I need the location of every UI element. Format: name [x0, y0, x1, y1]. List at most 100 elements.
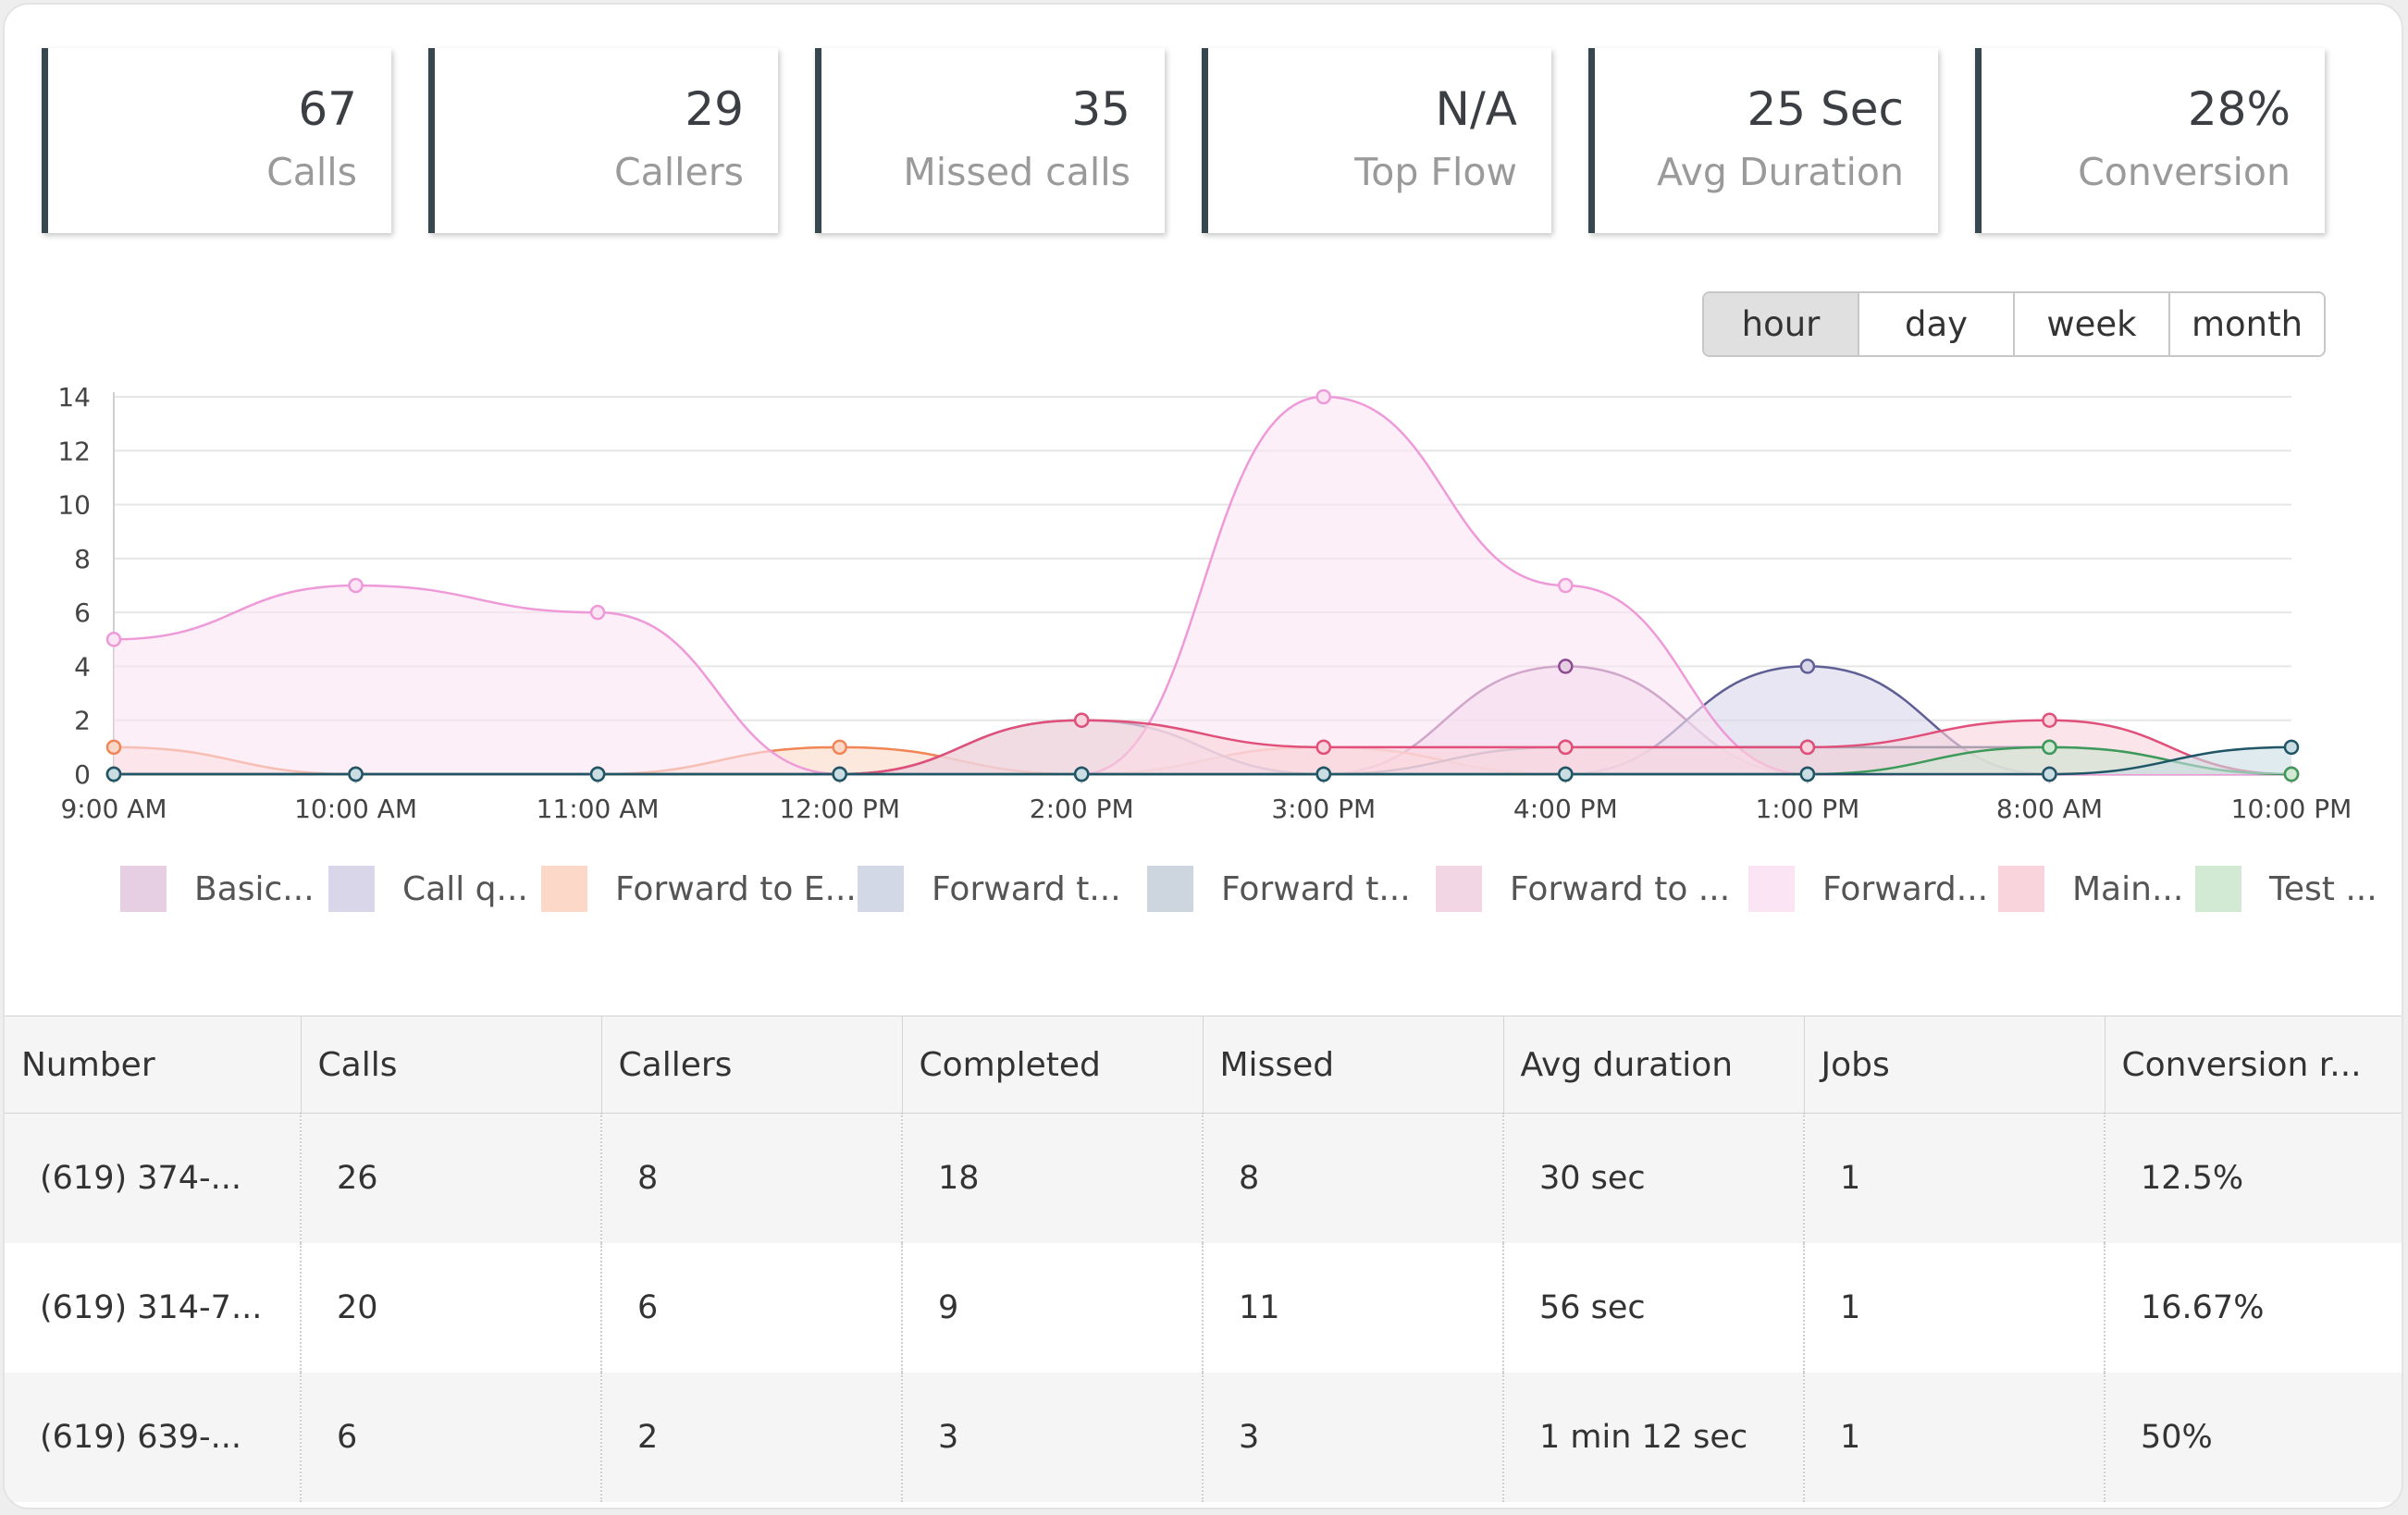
legend-item[interactable]: Forward... — [1748, 865, 1988, 913]
column-header-avg-duration[interactable]: Avg duration — [1503, 1016, 1805, 1114]
stat-value: 35 — [1071, 82, 1130, 136]
legend-swatch — [1436, 866, 1482, 912]
legend-item[interactable]: Forward to ... — [1436, 865, 1730, 913]
stat-card-conversion: 28% Conversion — [1975, 48, 2325, 233]
cell-conversion-rate: 50% — [2105, 1373, 2402, 1502]
calls-area-chart: 0 2 4 6 8 10 12 14 9:00 AM 10:00 AM 11:00 AM 12:00 … — [57, 382, 2352, 824]
data-point — [105, 632, 122, 647]
cell-avg-duration: 1 min 12 sec — [1503, 1373, 1805, 1502]
data-point — [1315, 388, 1332, 405]
legend-swatch — [858, 866, 904, 912]
x-tick-label: 4:00 PM — [1513, 794, 1618, 824]
column-header-number[interactable]: Number — [5, 1016, 302, 1114]
legend-swatch — [328, 866, 375, 912]
y-tick-label: 10 — [57, 490, 91, 521]
cell-calls: 20 — [301, 1243, 602, 1373]
stats-row: 67 Calls 29 Callers 35 Missed calls N/A … — [42, 48, 2354, 238]
cell-number: (619) 314-7... — [5, 1243, 302, 1373]
data-point — [1558, 577, 1574, 594]
data-point — [1799, 659, 1816, 674]
column-header-missed[interactable]: Missed — [1203, 1016, 1504, 1114]
legend-label: Forward to E... — [615, 869, 857, 908]
legend-swatch — [1748, 866, 1795, 912]
legend-label: Forward t... — [932, 869, 1121, 908]
data-point — [1799, 766, 1816, 782]
stat-card-callers: 29 Callers — [428, 48, 778, 233]
period-day-button[interactable]: day — [1858, 293, 2013, 355]
x-tick-label: 3:00 PM — [1271, 794, 1376, 824]
x-tick-label: 10:00 AM — [294, 794, 417, 824]
stat-value: 67 — [298, 82, 357, 136]
data-point — [832, 739, 847, 756]
x-tick-label: 11:00 AM — [537, 794, 660, 824]
data-point — [2283, 766, 2300, 782]
cell-conversion-rate: 16.67% — [2105, 1243, 2402, 1373]
x-tick-label: 8:00 AM — [1996, 794, 2103, 824]
stat-value: 29 — [685, 82, 744, 136]
data-point — [1315, 766, 1332, 782]
x-tick-label: 1:00 PM — [1755, 794, 1859, 824]
y-tick-label: 14 — [57, 382, 91, 413]
stat-label: Conversion — [2078, 150, 2291, 194]
stat-card-missed-calls: 35 Missed calls — [815, 48, 1165, 233]
stat-label: Calls — [266, 150, 357, 194]
column-header-completed[interactable]: Completed — [902, 1016, 1204, 1114]
stat-label: Callers — [614, 150, 744, 194]
cell-completed: 9 — [902, 1243, 1204, 1373]
data-point — [105, 739, 122, 756]
data-point — [2283, 739, 2300, 756]
period-hour-button[interactable]: hour — [1704, 293, 1858, 355]
series-line-9 — [114, 745, 2292, 776]
cell-number: (619) 639-... — [5, 1373, 302, 1502]
legend-label: Forward to ... — [1510, 869, 1731, 908]
numbers-table: Number Calls Callers Completed Missed Av… — [5, 1016, 2402, 1502]
table-header-row: Number Calls Callers Completed Missed Av… — [5, 1016, 2402, 1114]
legend-swatch — [2195, 866, 2241, 912]
y-tick-label: 0 — [74, 759, 91, 790]
data-point — [1558, 739, 1574, 756]
legend-item[interactable]: Call q... — [328, 865, 528, 913]
legend-swatch — [1998, 866, 2044, 912]
cell-missed: 3 — [1203, 1373, 1504, 1502]
y-tick-label: 2 — [74, 706, 91, 736]
period-toggle: hour day week month — [1702, 291, 2326, 357]
data-point — [589, 766, 606, 782]
table-row[interactable]: (619) 374-... 26 8 18 8 30 sec 1 12.5% — [5, 1113, 2402, 1243]
data-point — [348, 577, 364, 594]
legend-swatch — [541, 866, 587, 912]
period-week-button[interactable]: week — [2013, 293, 2168, 355]
cell-callers: 8 — [601, 1113, 903, 1243]
data-point — [832, 766, 847, 782]
period-month-button[interactable]: month — [2168, 293, 2324, 355]
legend-item[interactable]: Forward t... — [858, 865, 1121, 913]
data-point — [1073, 766, 1090, 782]
column-header-callers[interactable]: Callers — [601, 1016, 903, 1114]
cell-missed: 8 — [1203, 1113, 1504, 1243]
legend-item[interactable]: Forward t... — [1147, 865, 1411, 913]
legend-item[interactable]: Main... — [1998, 865, 2183, 913]
stat-label: Top Flow — [1354, 150, 1517, 194]
legend-item[interactable]: Basic... — [120, 865, 315, 913]
table-row[interactable]: (619) 314-7... 20 6 9 11 56 sec 1 16.67% — [5, 1243, 2402, 1373]
column-header-jobs[interactable]: Jobs — [1804, 1016, 2105, 1114]
series-area-8 — [114, 746, 2291, 774]
data-point — [105, 766, 122, 782]
chart-legend: Basic... Call q... Forward to E... Forwa… — [5, 856, 2402, 920]
stat-value: 28% — [2187, 82, 2291, 136]
table-row[interactable]: (619) 639-... 6 2 3 3 1 min 12 sec 1 50% — [5, 1373, 2402, 1502]
cell-completed: 18 — [902, 1113, 1204, 1243]
stat-value: 25 Sec — [1747, 82, 1904, 136]
column-header-calls[interactable]: Calls — [301, 1016, 602, 1114]
cell-calls: 6 — [301, 1373, 602, 1502]
cell-callers: 2 — [601, 1373, 903, 1502]
cell-completed: 3 — [902, 1373, 1204, 1502]
legend-label: Main... — [2072, 869, 2184, 908]
data-point — [348, 766, 364, 782]
legend-item[interactable]: Test ... — [2195, 865, 2377, 913]
column-header-conversion-rate[interactable]: Conversion r... — [2105, 1016, 2402, 1114]
legend-item[interactable]: Forward to E... — [541, 865, 857, 913]
data-point — [2042, 712, 2057, 728]
legend-label: Call q... — [402, 869, 528, 908]
x-tick-label: 9:00 AM — [60, 794, 167, 824]
stat-card-calls: 67 Calls — [42, 48, 391, 233]
